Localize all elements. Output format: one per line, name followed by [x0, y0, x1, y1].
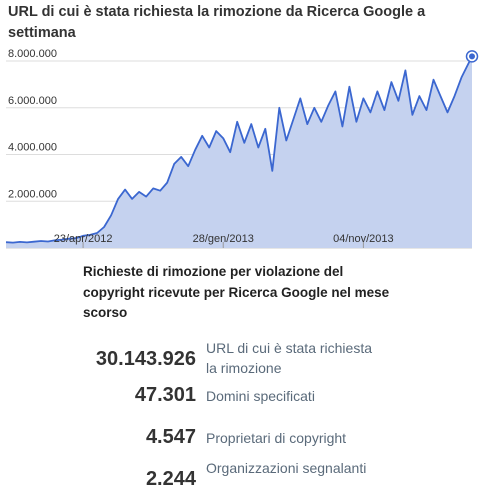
series-line — [5, 55, 473, 244]
x-tick-labels: 23/apr/2012 28/gen/2013 04/nov/2013 — [54, 233, 394, 248]
stat-value-owners: 4.547 — [145, 426, 196, 448]
last-point[interactable] — [469, 53, 475, 60]
y-tick-label: 2.000.000 — [8, 188, 57, 200]
area-fill — [6, 56, 472, 249]
stat-value-organizations: 2.244 — [145, 468, 196, 490]
y-tick-label: 4.000.000 — [8, 142, 57, 154]
stat-value-domains: 47.301 — [134, 384, 196, 406]
x-tick-label: 04/nov/2013 — [333, 233, 394, 245]
stat-label-urls: URL di cui è stata richiesta la rimozion… — [206, 340, 372, 376]
x-tick-label: 28/gen/2013 — [193, 233, 254, 245]
y-tick-label: 8.000.000 — [8, 48, 57, 60]
stat-label-owners: Proprietari di copyright — [206, 430, 347, 446]
area-chart: 2.000.000 4.000.000 6.000.000 8.000.000 23/… — [5, 48, 479, 249]
stats-heading: Richieste di rimozione per violazione de… — [83, 264, 390, 320]
stat-value-urls: 30.143.926 — [95, 348, 196, 370]
series-area — [5, 55, 473, 249]
stat-label-organizations: Organizzazioni segnalanti — [206, 460, 367, 476]
chart-title: URL di cui è stata richiesta la rimozion… — [8, 4, 426, 41]
y-tick-label: 6.000.000 — [8, 95, 57, 107]
highlight-point — [465, 50, 479, 63]
x-tick-label: 23/apr/2012 — [54, 233, 113, 245]
stat-label-domains: Domini specificati — [206, 388, 315, 404]
y-tick-labels: 2.000.000 4.000.000 6.000.000 8.000.000 — [8, 48, 57, 200]
